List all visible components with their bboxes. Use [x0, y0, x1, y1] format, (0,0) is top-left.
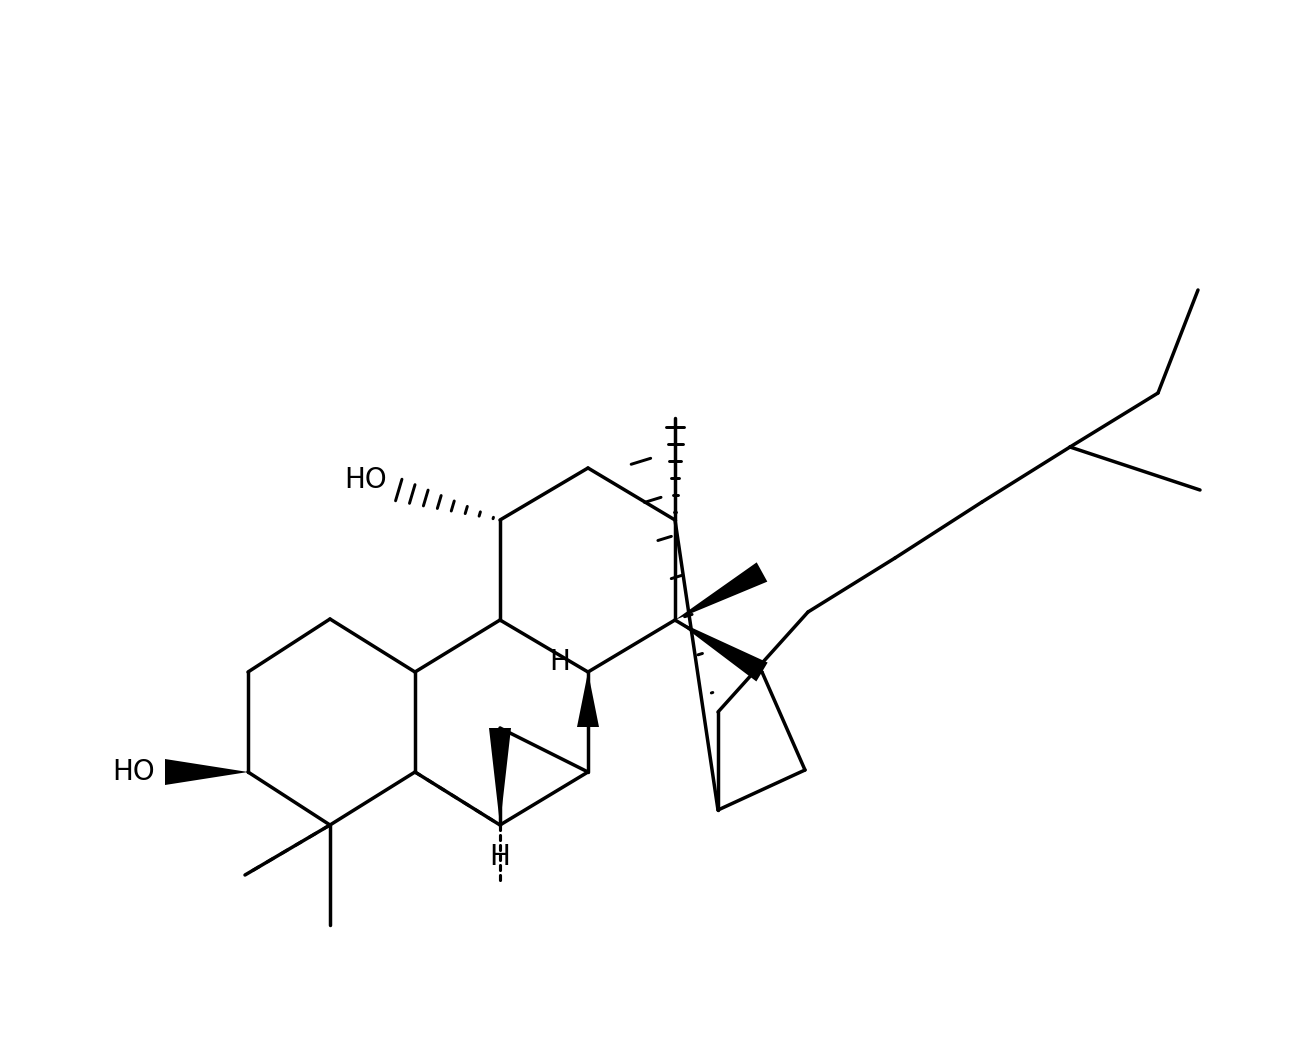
Polygon shape — [675, 620, 767, 681]
Text: HO: HO — [344, 466, 388, 494]
Text: H: H — [490, 843, 510, 871]
Polygon shape — [489, 728, 511, 825]
Polygon shape — [675, 563, 767, 620]
Polygon shape — [577, 672, 599, 727]
Text: HO: HO — [113, 758, 155, 786]
Polygon shape — [166, 759, 248, 785]
Text: H: H — [549, 648, 570, 676]
